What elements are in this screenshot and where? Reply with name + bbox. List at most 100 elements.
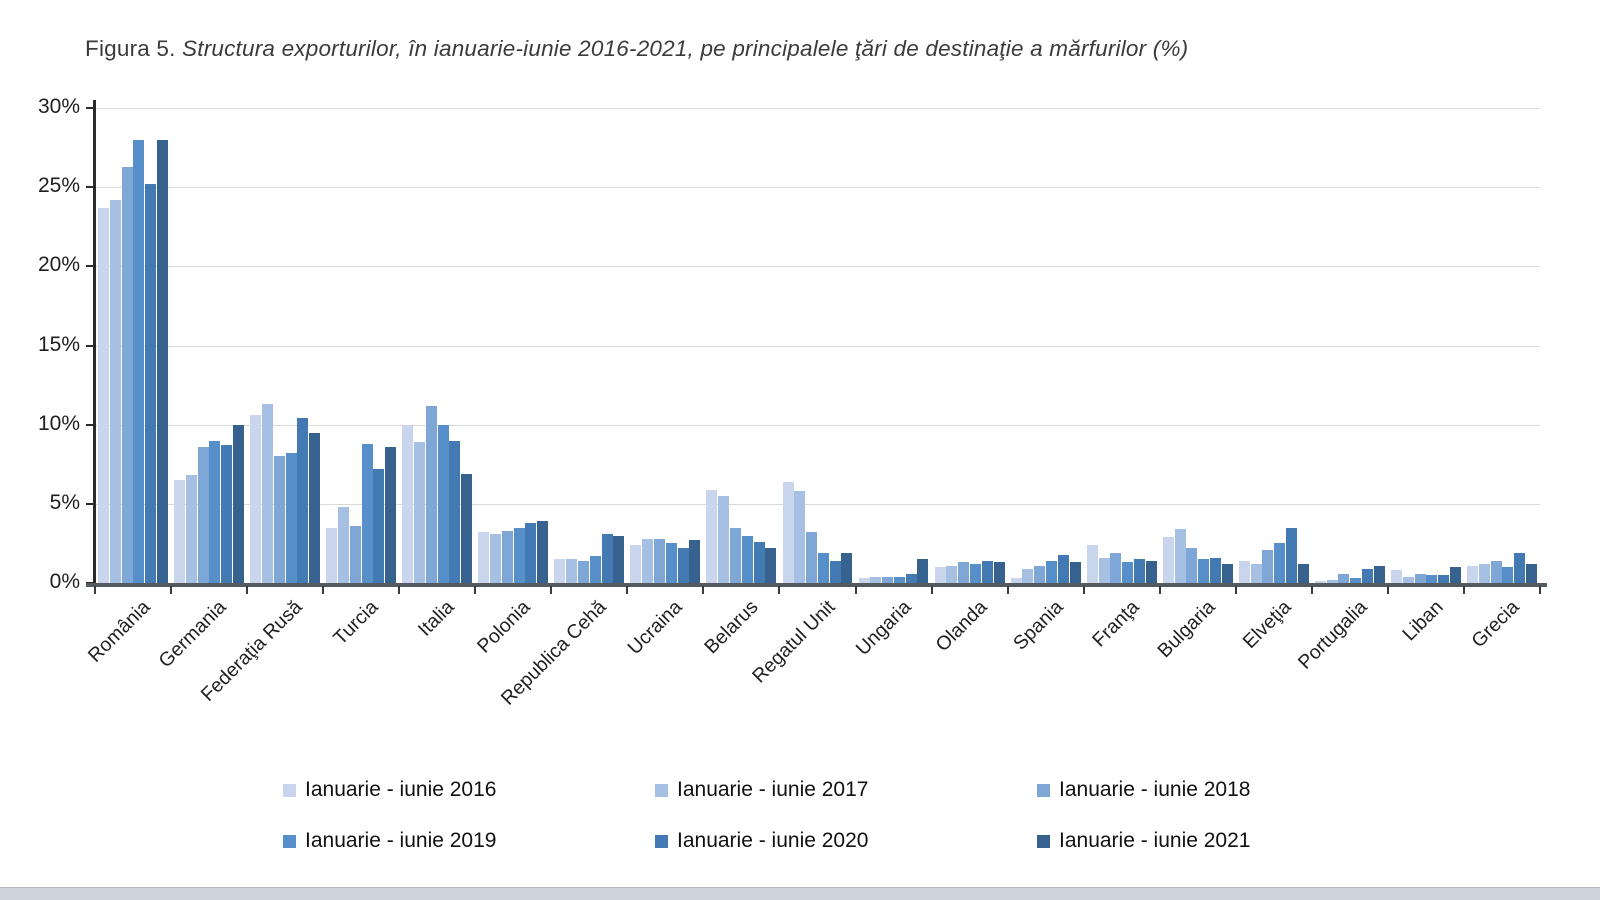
bar	[1022, 568, 1034, 583]
x-axis-tick	[930, 586, 933, 594]
bar	[1274, 543, 1286, 583]
bar	[1297, 564, 1309, 583]
bar	[1373, 565, 1385, 583]
bar	[689, 540, 701, 583]
bar	[958, 562, 970, 583]
bar	[309, 432, 321, 583]
bar	[513, 527, 525, 583]
x-axis-tick	[246, 586, 249, 594]
bar	[1449, 567, 1461, 583]
legend-swatch-icon	[283, 834, 296, 848]
bar	[1086, 545, 1098, 583]
bar	[1198, 559, 1210, 583]
x-axis-tick	[170, 586, 173, 594]
legend-label: Ianuarie - iunie 2019	[305, 829, 497, 852]
bar	[1209, 557, 1221, 583]
x-axis-tick	[854, 586, 857, 594]
bar	[297, 418, 309, 583]
bar	[285, 453, 297, 583]
bar	[437, 424, 449, 583]
gridline-30	[95, 108, 1540, 109]
bar	[677, 548, 689, 583]
bar	[613, 535, 625, 583]
x-axis-tick	[626, 586, 629, 594]
bar	[185, 475, 197, 583]
bar	[1502, 567, 1514, 583]
x-axis-tick	[474, 586, 477, 594]
bar	[478, 532, 490, 583]
bar-group-7	[627, 108, 703, 583]
bar	[794, 491, 806, 583]
legend-label: Ianuarie - iunie 2016	[305, 778, 497, 801]
bar	[1262, 549, 1274, 583]
bar	[1402, 576, 1414, 583]
bar	[233, 424, 245, 583]
bar	[981, 560, 993, 583]
bar-group-18	[1464, 108, 1540, 583]
y-axis-line	[93, 100, 96, 586]
bar	[1162, 537, 1174, 583]
bar	[1426, 575, 1438, 583]
bar	[197, 446, 209, 583]
legend-item-2020: Ianuarie - iunie 2020	[655, 829, 1037, 853]
bar	[1034, 565, 1046, 583]
bar-group-2	[247, 108, 323, 583]
bar	[917, 559, 929, 583]
legend-label: Ianuarie - iunie 2021	[1059, 829, 1251, 852]
bar-group-10	[856, 108, 932, 583]
bar	[806, 532, 818, 583]
bar	[946, 565, 958, 583]
bar	[829, 560, 841, 583]
bar	[1326, 579, 1338, 583]
bar	[425, 405, 437, 583]
bar	[765, 548, 777, 583]
gridline-25	[95, 187, 1540, 189]
bar	[209, 440, 221, 583]
bar	[730, 527, 742, 583]
x-axis-tick	[778, 586, 781, 594]
x-axis-tick	[1082, 586, 1085, 594]
legend-label: Ianuarie - iunie 2018	[1059, 778, 1251, 801]
bar	[1350, 578, 1362, 583]
y-axis-label-15: 15%	[37, 332, 80, 356]
y-axis-tick	[86, 186, 95, 189]
bar	[461, 473, 473, 583]
legend-label: Ianuarie - iunie 2017	[677, 778, 869, 801]
bar-group-15	[1236, 108, 1312, 583]
bar	[1362, 568, 1374, 583]
legend-item-2017: Ianuarie - iunie 2017	[655, 778, 1037, 802]
legend-label: Ianuarie - iunie 2020	[677, 829, 869, 852]
x-axis-tick	[94, 586, 96, 594]
y-axis-label-25: 25%	[37, 174, 80, 198]
bar	[1238, 560, 1250, 583]
legend-item-2016: Ianuarie - iunie 2016	[283, 778, 655, 802]
bar	[642, 538, 654, 583]
bar	[121, 166, 133, 583]
x-axis-line	[86, 583, 1547, 587]
bar	[1186, 548, 1198, 583]
bar	[250, 415, 262, 583]
bar	[1525, 564, 1537, 583]
bar	[1010, 578, 1022, 583]
x-axis-tick	[1310, 586, 1313, 594]
chart-title-prefix: Figura 5.	[85, 36, 183, 61]
bar-group-8	[703, 108, 779, 583]
legend-swatch-icon	[655, 834, 668, 848]
bar-group-0	[95, 108, 171, 583]
bar	[893, 576, 905, 583]
y-axis-label-0: 0%	[49, 570, 80, 593]
bar	[706, 489, 718, 583]
bar	[653, 538, 665, 583]
bar-group-16	[1312, 108, 1388, 583]
bar	[338, 507, 349, 583]
bar	[577, 560, 589, 583]
bar	[882, 576, 894, 583]
bar-group-1	[171, 108, 247, 583]
y-axis-label-30: 30%	[37, 95, 80, 118]
bar	[1133, 559, 1145, 583]
y-axis-tick	[86, 344, 95, 347]
bar-group-3	[323, 108, 399, 583]
bar	[261, 404, 273, 583]
